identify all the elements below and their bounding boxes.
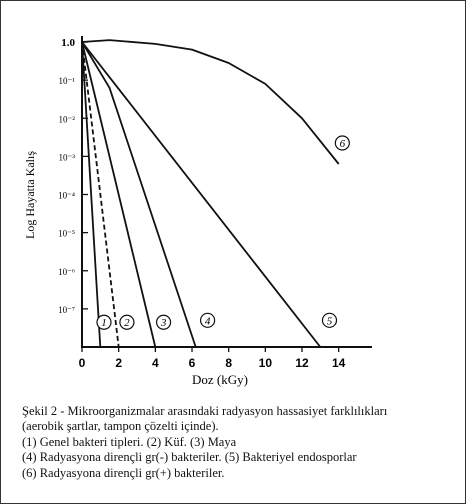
chart-series-labels: 1 2 3 4 5 6 xyxy=(96,135,350,330)
survival-chart: 1.010⁻¹10⁻²10⁻³10⁻⁴10⁻⁵10⁻⁶10⁻⁷0 2 4 6 8 10 12… xyxy=(23,36,372,387)
y-tick-label: 10⁻⁵ xyxy=(58,229,75,239)
x-tick-label: 0 xyxy=(79,356,86,370)
y-tick-label: 1.0 xyxy=(61,37,75,49)
x-axis-label: Doz (kGy) xyxy=(192,372,248,387)
x-tick-label: 14 xyxy=(332,356,346,370)
figure-caption: Şekil 2 - Mikroorganizmalar arasındaki r… xyxy=(22,404,458,481)
series-line-3 xyxy=(81,41,157,348)
caption-line-3: (1) Genel bakteri tipleri. (2) Küf. (3) … xyxy=(22,434,237,449)
y-tick-label: 10⁻⁷ xyxy=(58,305,75,315)
series-label-circle-3 xyxy=(155,314,172,330)
series-label-1: 1 xyxy=(101,317,107,329)
series-label-3: 3 xyxy=(160,317,167,329)
y-tick-label: 10⁻³ xyxy=(59,152,76,162)
series-label-circle-2 xyxy=(119,314,135,330)
y-tick-label: 10⁻¹ xyxy=(59,76,76,86)
y-tick-label: 10⁻⁴ xyxy=(58,191,75,201)
x-tick-label: 12 xyxy=(295,356,309,370)
series-label-2: 2 xyxy=(124,317,130,329)
caption-line-4: (4) Radyasyona dirençli gr(-) bakteriler… xyxy=(22,450,357,465)
x-tick-label: 10 xyxy=(259,356,273,370)
series-label-4: 4 xyxy=(205,315,211,327)
chart-axes: 1.010⁻¹10⁻²10⁻³10⁻⁴10⁻⁵10⁻⁶10⁻⁷0 2 4 6 8 10 12… xyxy=(58,36,372,370)
series-label-circle-5 xyxy=(321,312,338,328)
series-line-2 xyxy=(81,41,120,348)
chart-series xyxy=(81,39,340,348)
series-label-6: 6 xyxy=(340,138,346,150)
series-label-circle-6 xyxy=(334,135,350,151)
series-label-circle-4 xyxy=(199,312,216,328)
x-tick-label: 2 xyxy=(115,356,122,370)
y-tick-label: 10⁻² xyxy=(59,114,76,124)
series-line-6 xyxy=(81,39,340,165)
x-tick-label: 6 xyxy=(189,356,196,370)
caption-line-5: (6) Radyasyona dirençli gr(+) bakteriler… xyxy=(22,465,225,480)
series-line-4 xyxy=(81,41,197,348)
series-label-5: 5 xyxy=(327,315,333,327)
caption-line-2: (aerobik şartlar, tampon çözelti içinde)… xyxy=(22,419,219,434)
y-axis-label: Log Hayatta Kalış xyxy=(23,151,37,239)
caption-line-1: Şekil 2 - Mikroorganizmalar arasındaki r… xyxy=(22,404,388,418)
x-tick-label: 4 xyxy=(152,356,159,370)
series-label-circle-1 xyxy=(96,314,112,330)
series-line-5 xyxy=(81,41,322,348)
x-tick-label: 8 xyxy=(225,356,232,370)
series-line-1 xyxy=(81,41,102,348)
y-tick-label: 10⁻⁶ xyxy=(58,267,75,277)
